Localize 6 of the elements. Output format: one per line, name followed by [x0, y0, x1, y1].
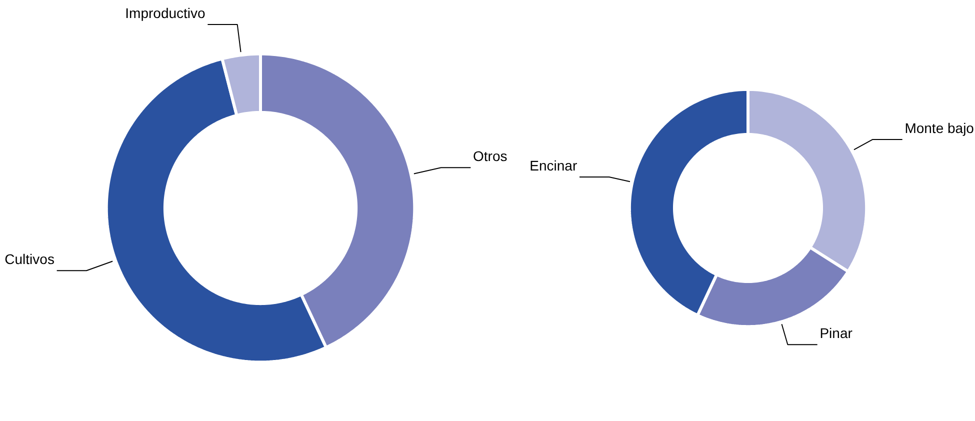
slice-label: Monte bajo	[904, 120, 974, 136]
slice-label: Encinar	[530, 157, 578, 174]
slice-label: Cultivos	[4, 251, 54, 268]
slice-label: Pinar	[820, 325, 853, 342]
slice-label: Improductivo	[125, 4, 206, 21]
slice-label: Otros	[473, 148, 508, 164]
